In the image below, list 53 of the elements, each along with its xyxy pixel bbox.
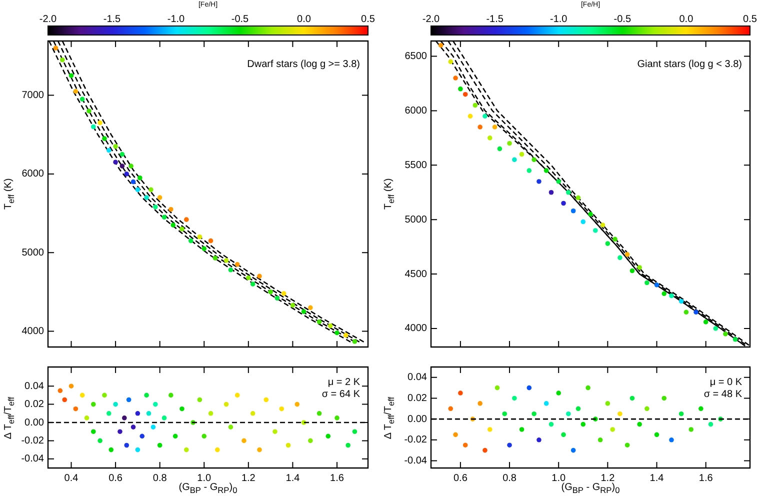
annotation: Giant stars (log g < 3.8) (637, 59, 742, 71)
x-tick-label: 1.6 (698, 472, 714, 484)
color-bar-label: 0.0 (297, 14, 312, 25)
color-bar-label: -0.5 (614, 14, 632, 25)
y-tick-label: 6500 (404, 50, 428, 62)
annotation: Dwarf stars (log g >= 3.8) (247, 59, 360, 71)
x-tick-label: 1.0 (552, 472, 566, 484)
x-tick-label: 1.2 (241, 472, 256, 484)
color-bar-label: -1.5 (486, 14, 504, 25)
y-tick-label: 6000 (22, 168, 44, 180)
color-bar-label: -1.0 (167, 14, 186, 25)
x-tick-label: 1.6 (330, 472, 344, 484)
y-tick-label: -0.04 (21, 454, 44, 465)
x-tick-label: 0.8 (502, 472, 517, 484)
annotation: μ = 2 K (326, 377, 360, 389)
y-tick-label: 0.02 (24, 399, 44, 410)
y-tick-label: 4500 (404, 268, 428, 280)
y-tick-label: 0.04 (408, 372, 428, 384)
x-tick-label: 1.0 (197, 472, 212, 484)
x-tick-label: 0.6 (453, 472, 468, 484)
x-axis-title: (G$_{BP}$ - G$_{RP}$)$_{0}$ (561, 482, 620, 496)
annotation: σ = 48 K (704, 389, 742, 401)
color-bar-label: -1.5 (103, 14, 122, 25)
y-tick-label: 5500 (404, 160, 428, 171)
y-tick-label: 7000 (22, 90, 44, 102)
x-tick-label: 0.8 (152, 472, 168, 484)
color-bar-label: 0.5 (361, 14, 376, 25)
color-bar-label: 0.5 (743, 14, 758, 25)
color-bar-label: -2.0 (422, 14, 440, 25)
y-tick-label: 0.04 (24, 380, 44, 392)
x-tick-label: 0.4 (64, 472, 79, 484)
annotation: σ = 64 K (322, 389, 360, 401)
y-tick-label: 0.00 (408, 414, 428, 425)
color-bar-label: -1.0 (550, 14, 568, 25)
x-tick-label: 0.6 (108, 472, 123, 484)
y-tick-label: 0.02 (408, 392, 428, 404)
annotation: μ = 0 K (708, 377, 742, 389)
y-tick-label: -0.02 (21, 435, 44, 446)
y-tick-label: -0.04 (404, 455, 428, 466)
y-tick-label: 5000 (404, 214, 428, 226)
color-bar-label: -2.0 (39, 14, 58, 25)
color-bar-label: 0.0 (679, 14, 694, 25)
y-tick-label: 5000 (22, 247, 44, 258)
y-tick-label: 4000 (404, 323, 428, 334)
x-axis-title: (G$_{BP}$ - G$_{RP}$)$_{0}$ (178, 482, 238, 496)
x-tick-label: 1.4 (650, 472, 664, 484)
y-tick-label: -0.02 (404, 434, 428, 446)
y-tick-label: 6000 (404, 105, 428, 116)
y-tick-label: 4000 (22, 326, 44, 338)
x-tick-label: 1.2 (600, 472, 616, 484)
y-tick-label: 0.00 (24, 417, 44, 428)
x-tick-label: 1.4 (286, 472, 300, 484)
color-bar-label: -0.5 (231, 14, 250, 25)
